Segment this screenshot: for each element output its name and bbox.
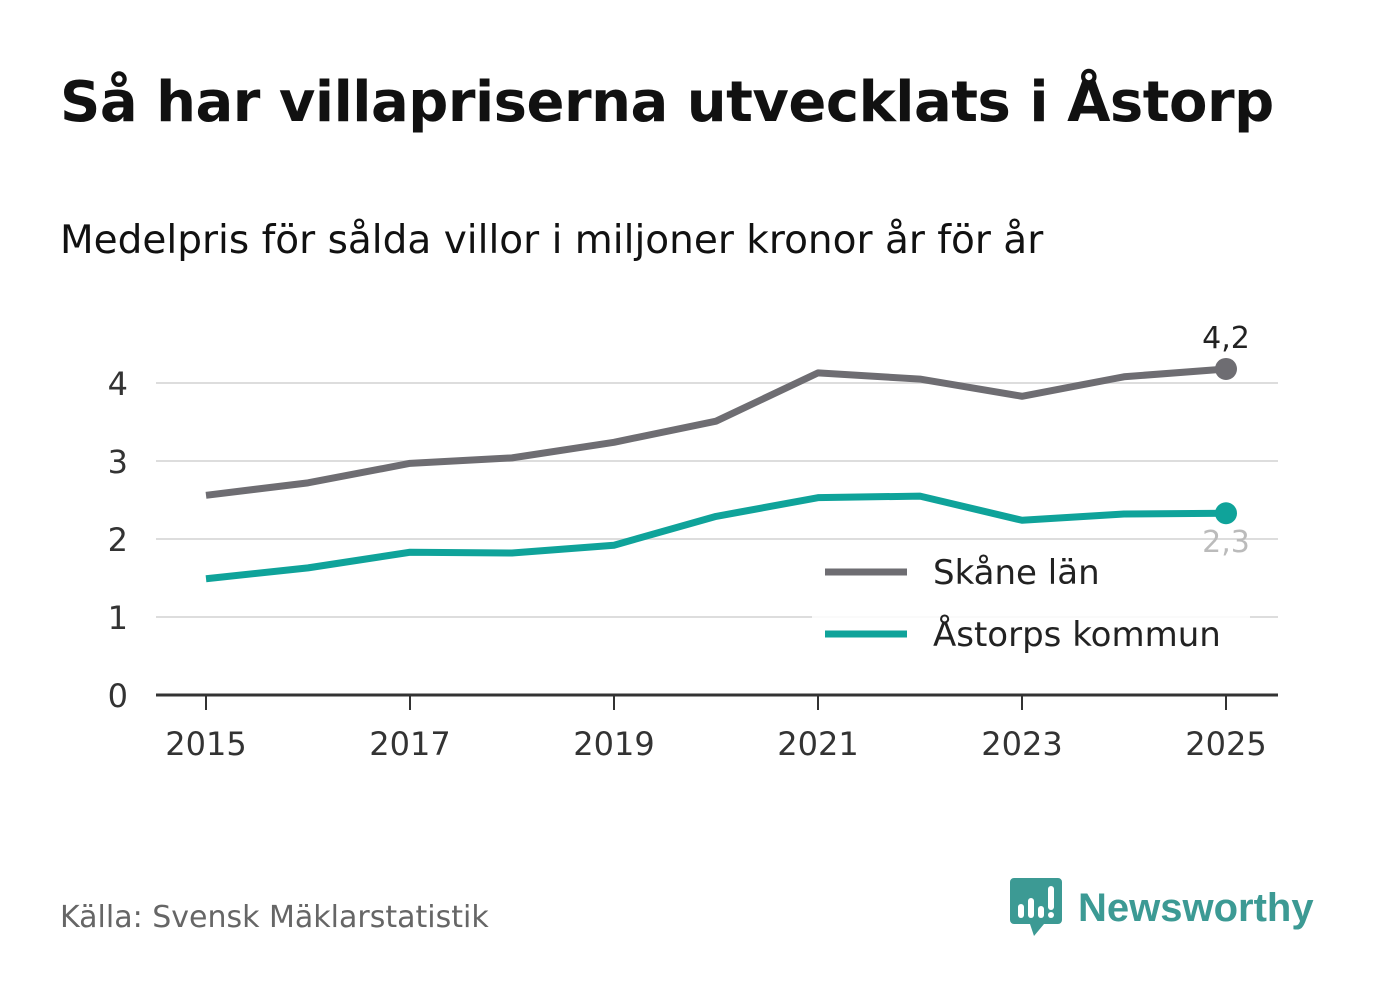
source-note: Källa: Svensk Mäklarstatistik: [60, 900, 489, 935]
legend-background: [812, 540, 1250, 658]
end-value-label: 4,2: [1202, 321, 1250, 356]
y-tick-label: 0: [108, 677, 128, 715]
end-point-marker: [1215, 502, 1237, 525]
legend-label: Skåne län: [933, 553, 1100, 593]
y-tick-label: 1: [108, 599, 128, 637]
x-tick-label: 2019: [573, 725, 654, 763]
newsworthy-logo: Newsworthy: [1010, 878, 1314, 938]
series-line-0: [205, 365, 1227, 499]
y-tick-label: 3: [108, 443, 128, 481]
chart-title: Så har villapriserna utvecklats i Åstorp: [60, 70, 1274, 135]
newsworthy-logo-icon: [1010, 878, 1062, 936]
x-tick-label: 2025: [1185, 725, 1266, 763]
end-point-marker: [1215, 357, 1237, 380]
series-line-1: [205, 492, 1227, 583]
legend-label: Åstorps kommun: [933, 614, 1221, 655]
brand-name: Newsworthy: [1078, 885, 1314, 930]
x-tick-label: 2015: [165, 725, 246, 763]
x-tick-label: 2021: [777, 725, 858, 763]
y-tick-label: 4: [108, 365, 128, 403]
end-value-label: 2,3: [1202, 525, 1250, 560]
x-tick-label: 2017: [369, 725, 450, 763]
x-tick-label: 2023: [981, 725, 1062, 763]
chart-subtitle: Medelpris för sålda villor i miljoner kr…: [60, 218, 1044, 263]
y-tick-label: 2: [108, 521, 128, 559]
